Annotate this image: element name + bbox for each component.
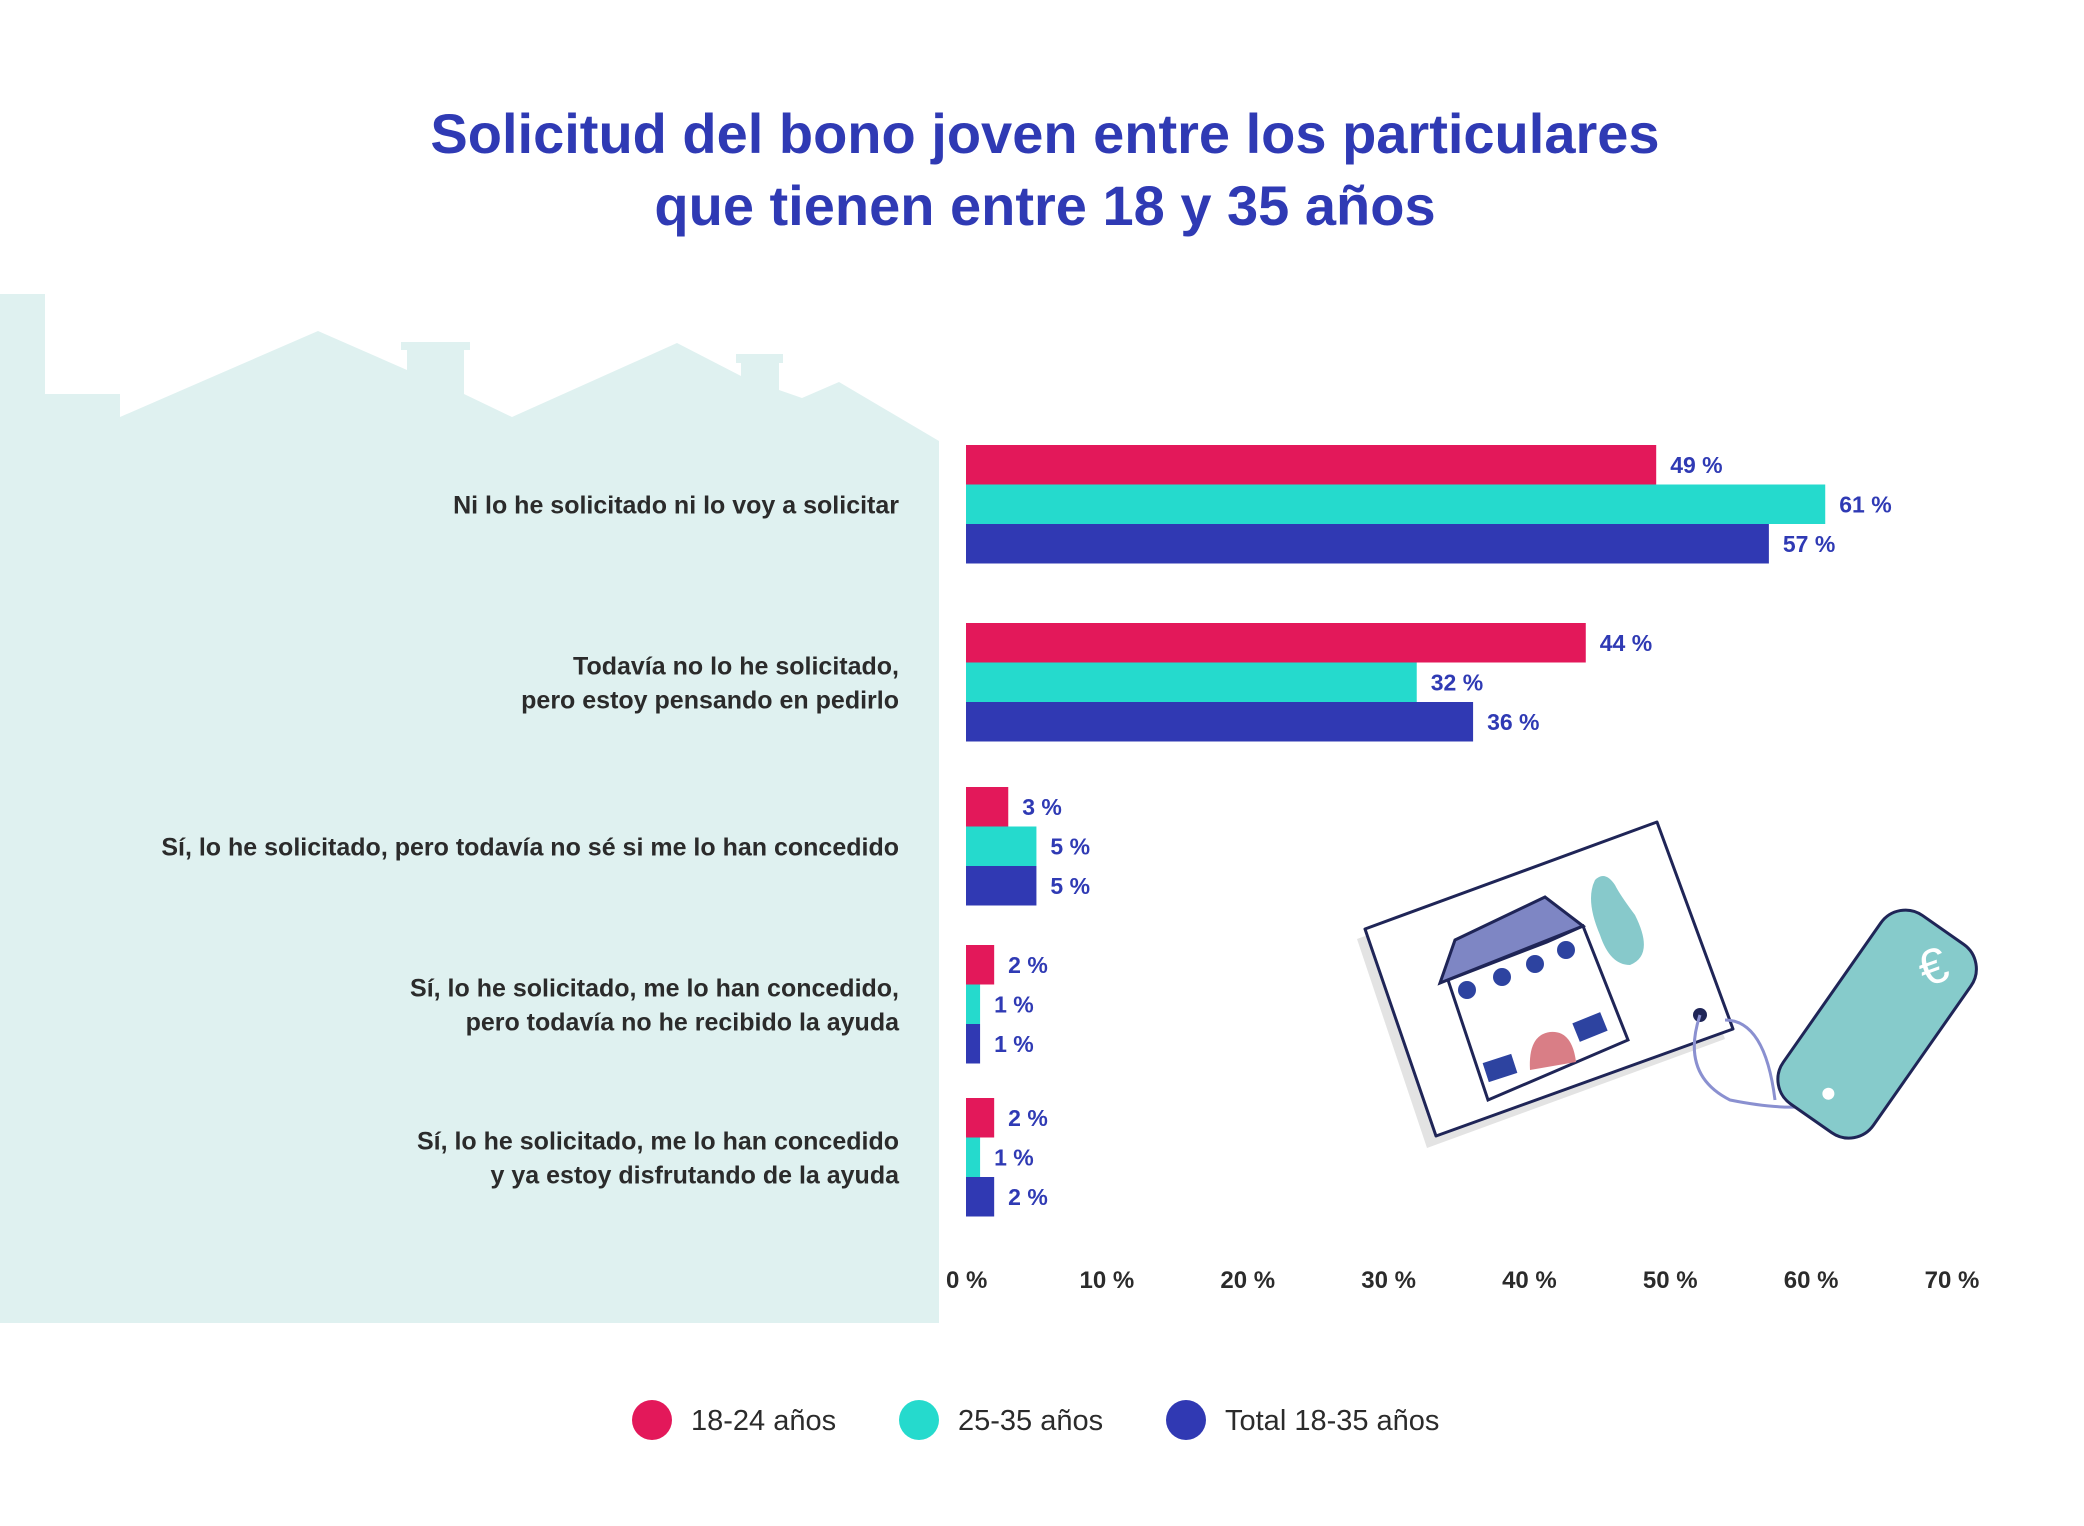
- category-label: Sí, lo he solicitado, me lo han concedid…: [417, 1127, 899, 1155]
- bar: [966, 524, 1769, 564]
- house-icon: [1437, 895, 1630, 1103]
- x-tick-label: 50 %: [1643, 1267, 1698, 1294]
- bars-layer: 49 % 61 %57 % 44 % 32 %36 % 3 % 5 % 5 % 2 % 1 % 1…: [966, 445, 1892, 1217]
- x-tick-label: 70 %: [1925, 1267, 1980, 1294]
- x-tick-label: 40 %: [1502, 1267, 1557, 1294]
- chart-title: Solicitud del bono joven entre los parti…: [0, 98, 2084, 242]
- bar-value-label: 2 %: [1008, 1184, 1048, 1210]
- legend-label: 18-24 años: [691, 1405, 836, 1437]
- legend-label: 25-35 años: [958, 1405, 1103, 1437]
- bar-value-label: 32 %: [1431, 669, 1483, 695]
- bar-value-label: 2 %: [1008, 1105, 1048, 1131]
- category-label: pero todavía no he recibido la ayuda: [466, 1008, 901, 1036]
- legend-swatch: [632, 1400, 672, 1440]
- bar-value-label: 5 %: [1050, 833, 1090, 859]
- bar: [966, 787, 1009, 827]
- bar: [966, 945, 995, 985]
- category-label: y ya estoy disfrutando de la ayuda: [491, 1161, 901, 1189]
- tree-icon: [1591, 876, 1644, 965]
- category-label: pero estoy pensando en pedirlo: [521, 686, 899, 714]
- legend: 18-24 años 25-35 años Total 18-35 años: [632, 1400, 1439, 1440]
- bar: [966, 1177, 995, 1217]
- x-tick-label: 20 %: [1220, 1267, 1275, 1294]
- bar-value-label: 3 %: [1022, 794, 1062, 820]
- bar: [966, 866, 1037, 906]
- category-label: Sí, lo he solicitado, pero todavía no sé…: [161, 833, 899, 861]
- x-tick-label: 10 %: [1080, 1267, 1135, 1294]
- bar: [966, 445, 1657, 485]
- chart-title-line-2: que tienen entre 18 y 35 años: [654, 174, 1436, 237]
- legend-swatch: [1166, 1400, 1206, 1440]
- rooftop-background: [0, 294, 939, 1323]
- x-axis-ticks: 0 % 10 % 20 % 30 % 40 % 50 % 60 % 70 %: [946, 1267, 1979, 1294]
- category-label: Todavía no lo he solicitado,: [573, 652, 899, 680]
- bar: [966, 1137, 981, 1177]
- bar-value-label: 5 %: [1050, 873, 1090, 899]
- bar: [966, 623, 1586, 663]
- x-tick-label: 0 %: [946, 1267, 987, 1294]
- category-labels: Ni lo he solicitado ni lo voy a solicita…: [161, 491, 900, 1189]
- price-tag-icon: [1776, 908, 1978, 1140]
- bar: [966, 1098, 995, 1138]
- chart-title-line-1: Solicitud del bono joven entre los parti…: [430, 102, 1660, 165]
- x-tick-label: 30 %: [1361, 1267, 1416, 1294]
- bar-value-label: 49 %: [1670, 452, 1722, 478]
- bar-value-label: 44 %: [1600, 630, 1652, 656]
- bar-value-label: 36 %: [1487, 709, 1539, 735]
- bar: [966, 826, 1037, 866]
- house-postcard-illustration: €: [1357, 820, 1978, 1148]
- legend-label: Total 18-35 años: [1225, 1405, 1439, 1437]
- category-label: Ni lo he solicitado ni lo voy a solicita…: [453, 491, 899, 519]
- bar-value-label: 61 %: [1839, 491, 1891, 517]
- bar: [966, 662, 1417, 702]
- bar: [966, 702, 1474, 742]
- legend-swatch: [899, 1400, 939, 1440]
- bar-value-label: 57 %: [1783, 531, 1835, 557]
- bar-value-label: 1 %: [994, 1031, 1034, 1057]
- tag-string: [1692, 1014, 1811, 1109]
- bar-value-label: 1 %: [994, 991, 1034, 1017]
- bar: [966, 1024, 981, 1064]
- bar: [966, 984, 981, 1024]
- bar: [966, 484, 1826, 524]
- x-tick-label: 60 %: [1784, 1267, 1839, 1294]
- bar-value-label: 1 %: [994, 1144, 1034, 1170]
- bar-value-label: 2 %: [1008, 952, 1048, 978]
- category-label: Sí, lo he solicitado, me lo han concedid…: [410, 974, 899, 1002]
